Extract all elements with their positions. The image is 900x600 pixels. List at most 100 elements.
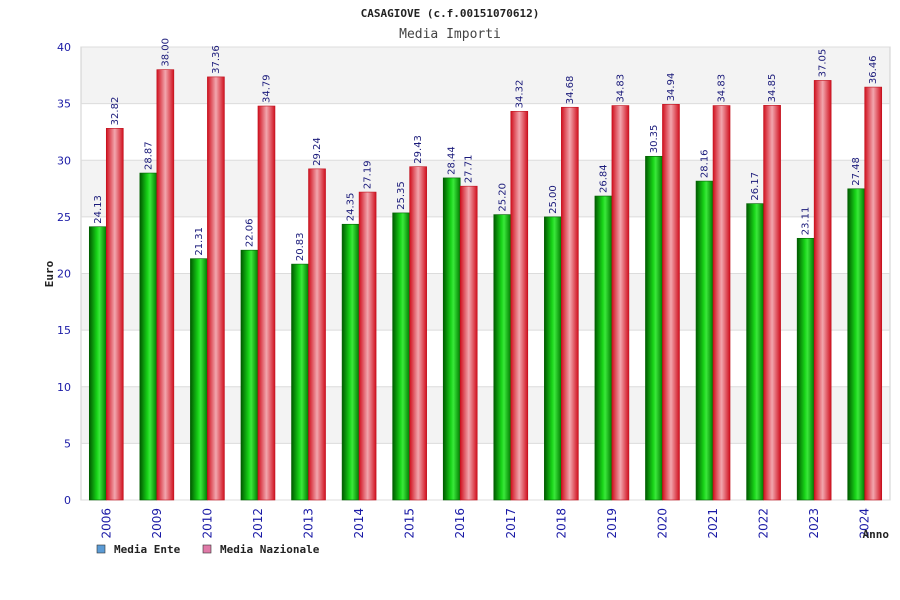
bar-media-ente <box>291 263 309 501</box>
y-tick-label: 30 <box>57 154 71 167</box>
x-tick-label: 2024 <box>858 508 872 539</box>
x-tick-label: 2022 <box>757 508 771 539</box>
y-tick-label: 25 <box>57 211 71 224</box>
data-label-media-nazionale: 27.19 <box>363 160 374 189</box>
data-label-media-nazionale: 34.68 <box>565 76 576 105</box>
bar-media-ente <box>594 195 613 501</box>
data-label-media-nazionale: 38.00 <box>160 38 171 67</box>
y-tick-label: 5 <box>64 437 71 450</box>
bar-media-ente <box>240 249 259 501</box>
bar-media-ente <box>645 155 663 501</box>
legend-label-ente: Media Ente <box>114 543 181 556</box>
data-label-media-ente: 25.00 <box>548 185 559 214</box>
bar-media-nazionale <box>561 106 579 501</box>
data-label-media-ente: 26.84 <box>598 164 609 193</box>
y-tick-label: 0 <box>64 494 71 507</box>
data-labels: 24.13 32.82 28.87 38.00 21.31 37.36 22.06 34.79… <box>93 38 879 261</box>
bar-media-nazionale <box>459 185 478 501</box>
data-label-media-ente: 23.11 <box>801 207 812 236</box>
data-label-media-nazionale: 32.82 <box>110 97 121 126</box>
bar-media-nazionale <box>257 105 276 501</box>
y-tick-label: 40 <box>57 41 71 54</box>
x-tick-label: 2009 <box>150 508 164 539</box>
data-label-media-ente: 25.20 <box>497 183 508 212</box>
bar-media-nazionale <box>308 168 326 501</box>
x-axis-ticks: 2006 2009 2010 2012 2013 2014 2015 2016 2017 2018… <box>99 508 871 539</box>
bar-media-ente <box>341 223 360 501</box>
bar-media-nazionale <box>510 111 529 501</box>
x-tick-label: 2006 <box>99 508 113 539</box>
x-tick-label: 2023 <box>807 508 821 539</box>
bar-media-nazionale <box>156 69 175 501</box>
chart-subtitle: Media Importi <box>399 27 501 42</box>
data-label-media-nazionale: 37.05 <box>818 49 829 78</box>
y-tick-label: 15 <box>57 324 71 337</box>
legend-swatch-ente <box>96 544 106 554</box>
y-tick-label: 10 <box>57 381 71 394</box>
bar-media-ente <box>695 180 714 501</box>
data-label-media-nazionale: 34.83 <box>717 74 728 103</box>
bar-media-ente <box>544 216 562 501</box>
bar-media-nazionale <box>864 86 883 501</box>
data-label-media-ente: 24.13 <box>93 195 104 224</box>
bar-media-nazionale <box>712 105 731 501</box>
bar-media-ente <box>190 258 208 501</box>
data-label-media-ente: 27.48 <box>851 157 862 186</box>
data-label-media-nazionale: 27.71 <box>464 155 475 184</box>
bar-media-ente <box>847 188 866 501</box>
chart-title: CASAGIOVE (c.f.00151070612) <box>361 7 540 20</box>
bar-media-nazionale <box>813 80 832 501</box>
x-tick-label: 2016 <box>453 508 467 539</box>
x-tick-label: 2010 <box>200 508 214 539</box>
data-label-media-ente: 28.16 <box>700 149 711 178</box>
data-label-media-nazionale: 37.36 <box>211 45 222 74</box>
x-axis-label: Anno <box>863 528 890 541</box>
data-label-media-nazionale: 34.83 <box>615 74 626 103</box>
bar-media-ente <box>746 203 764 501</box>
data-label-media-ente: 22.06 <box>244 219 255 248</box>
bar-media-nazionale <box>662 104 680 501</box>
y-tick-label: 20 <box>57 268 71 281</box>
bar-media-nazionale <box>207 76 225 501</box>
y-tick-label: 35 <box>57 98 71 111</box>
bar-media-ente <box>139 172 158 501</box>
data-label-media-nazionale: 36.46 <box>868 55 879 84</box>
data-label-media-ente: 26.17 <box>750 172 761 201</box>
bar-media-nazionale <box>358 191 377 501</box>
data-label-media-nazionale: 34.32 <box>514 80 525 109</box>
x-tick-label: 2013 <box>302 508 316 539</box>
legend-swatch-nazionale <box>202 544 212 554</box>
bar-media-ente <box>493 214 512 501</box>
x-tick-label: 2012 <box>251 508 265 539</box>
x-tick-label: 2020 <box>655 508 669 539</box>
data-label-media-ente: 21.31 <box>194 227 205 256</box>
x-tick-label: 2015 <box>403 508 417 539</box>
x-tick-label: 2017 <box>504 508 518 539</box>
data-label-media-nazionale: 29.43 <box>413 135 424 164</box>
data-label-media-ente: 24.35 <box>346 193 357 222</box>
bar-media-nazionale <box>409 166 427 501</box>
bar-media-ente <box>88 226 107 501</box>
data-label-media-nazionale: 34.85 <box>767 74 778 103</box>
data-label-media-nazionale: 34.94 <box>666 73 677 102</box>
data-label-media-ente: 30.35 <box>649 125 660 154</box>
y-axis-label: Euro <box>43 260 56 287</box>
bar-media-nazionale <box>763 105 781 501</box>
data-label-media-nazionale: 34.79 <box>261 74 272 103</box>
legend-label-nazionale: Media Nazionale <box>220 543 320 556</box>
legend: Media Ente Media Nazionale <box>96 543 320 556</box>
data-label-media-ente: 25.35 <box>396 181 407 210</box>
data-label-media-ente: 28.87 <box>143 141 154 170</box>
data-label-media-ente: 28.44 <box>447 146 458 175</box>
bar-media-nazionale <box>611 105 630 501</box>
y-axis-ticks: 0 5 10 15 20 25 30 35 40 <box>57 41 71 507</box>
bar-media-ente <box>392 212 410 501</box>
x-tick-label: 2019 <box>605 508 619 539</box>
x-tick-label: 2014 <box>352 508 366 539</box>
bar-media-ente <box>442 177 461 501</box>
x-tick-label: 2018 <box>554 508 568 539</box>
bars <box>88 69 883 501</box>
x-tick-label: 2021 <box>706 508 720 539</box>
data-label-media-ente: 20.83 <box>295 232 306 261</box>
